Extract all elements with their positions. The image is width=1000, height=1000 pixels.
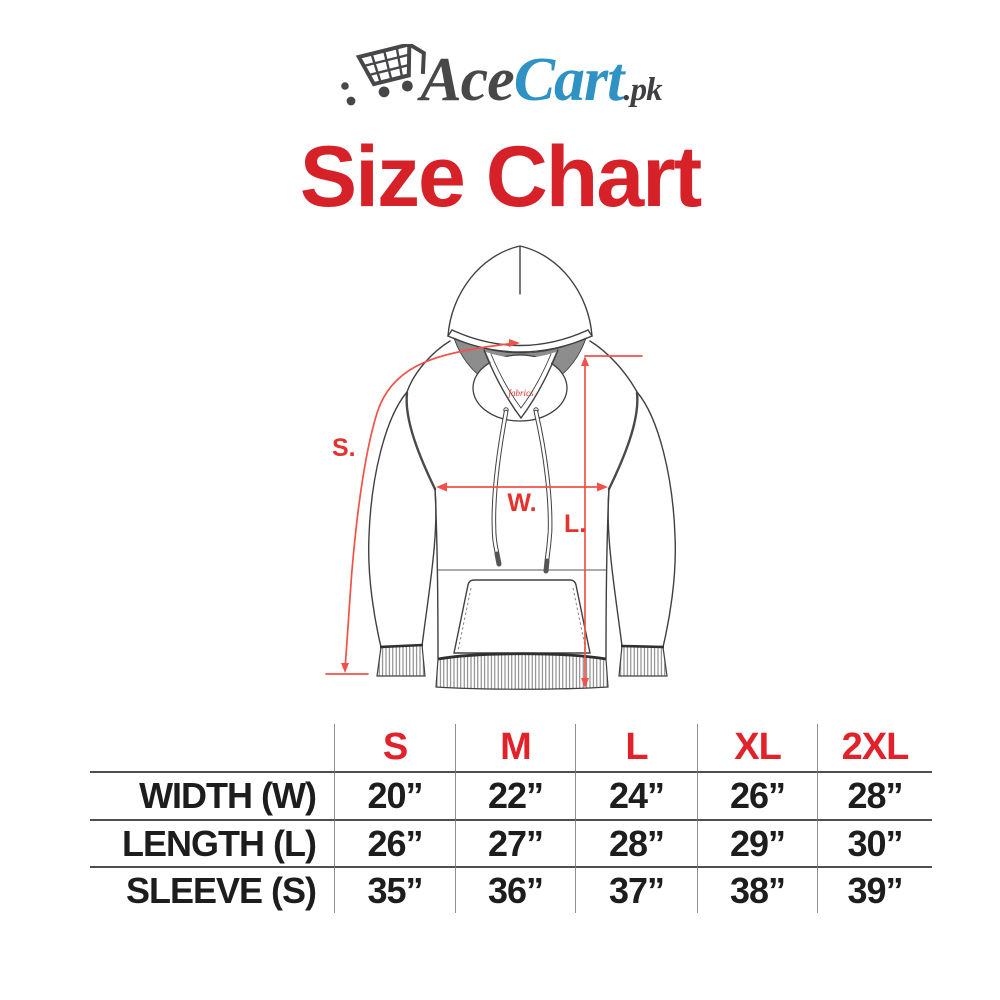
left-cuff: [376, 643, 426, 677]
width-xl-value: 26”: [697, 771, 817, 819]
width-2xl-value: 28”: [817, 771, 932, 819]
pocket: [453, 579, 591, 654]
collar-v-fill: [486, 352, 556, 416]
length-m-value: 27”: [455, 819, 575, 866]
right-cuff: [618, 644, 668, 677]
size-table-corner: [90, 724, 334, 771]
sleeve-xl-value: 38”: [697, 866, 817, 913]
garment-outline: [367, 391, 677, 659]
page-title: Size Chart: [299, 129, 703, 225]
measurement-arrowheads: [341, 339, 608, 688]
length-l-value: 28”: [575, 819, 697, 866]
size-col-xl: XL: [697, 724, 817, 771]
sleeve-measure-line: [344, 342, 518, 669]
length-xl-value: 29”: [697, 819, 817, 866]
row-label-width: WIDTH (W): [90, 771, 334, 819]
length-2xl-value: 30”: [817, 819, 932, 866]
collar-v-flaps: [483, 349, 559, 419]
size-col-l: L: [575, 724, 697, 771]
sleeve-s-value: 35”: [334, 866, 455, 913]
length-label: L.: [564, 510, 586, 538]
row-label-length: LENGTH (L): [90, 819, 334, 866]
hoodie-diagram: fabrics: [325, 245, 677, 690]
size-table: S M L XL 2XL WIDTH (W) 20” 22” 24” 26” 2…: [90, 724, 932, 913]
brand-script: fabrics: [508, 388, 533, 398]
hem-band: [435, 652, 609, 690]
pocket-stitching: [457, 587, 587, 652]
sleeve-l-value: 37”: [575, 866, 697, 913]
width-s-value: 20”: [334, 771, 455, 819]
shopping-cart-icon: [341, 44, 427, 106]
sleeve-label: S.: [332, 434, 356, 462]
logo-word-tld: .pk: [623, 72, 662, 108]
hood-outline: [447, 245, 593, 353]
width-label: W.: [507, 489, 536, 517]
logo-word-cart: Cart: [513, 46, 625, 114]
logo: AceCart.pk: [0, 44, 1000, 126]
width-m-value: 22”: [455, 771, 575, 819]
size-col-2xl: 2XL: [817, 724, 932, 771]
width-l-value: 24”: [575, 771, 697, 819]
measurement-lines: [325, 342, 643, 685]
row-label-sleeve: SLEEVE (S): [90, 866, 334, 913]
measurement-labels: S. W. L.: [332, 434, 586, 538]
drawstrings: [491, 407, 553, 574]
size-col-m: M: [455, 724, 575, 771]
length-s-value: 26”: [334, 819, 455, 866]
size-col-s: S: [334, 724, 455, 771]
sleeve-m-value: 36”: [455, 866, 575, 913]
sleeve-2xl-value: 39”: [817, 866, 932, 913]
logo-text: AceCart.pk: [420, 44, 662, 126]
logo-word-ace: Ace: [420, 46, 514, 114]
